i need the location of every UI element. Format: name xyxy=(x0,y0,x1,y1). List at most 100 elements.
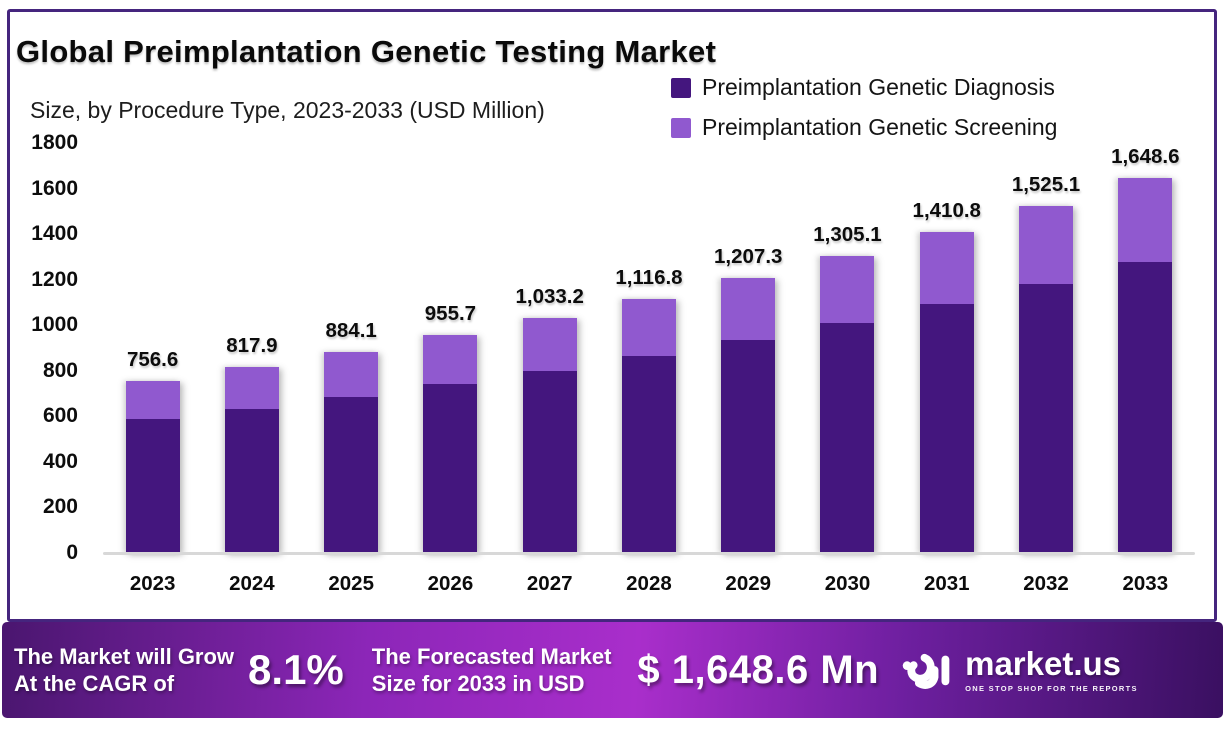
bar-total-label: 1,305.1 xyxy=(813,222,882,246)
legend-label-diagnosis: Preimplantation Genetic Diagnosis xyxy=(702,74,1055,100)
y-axis-tick-label: 400 xyxy=(42,449,78,473)
bar-group-2032: 1,525.1 xyxy=(996,143,1095,553)
x-axis-label: 2030 xyxy=(824,572,871,595)
bar-segment-diagnosis xyxy=(324,396,379,553)
bar-segment-diagnosis xyxy=(125,419,180,553)
legend-item-screening: Preimplantation Genetic Screening xyxy=(671,114,1057,141)
bar-stack xyxy=(324,351,379,553)
brand-tagline: ONE STOP SHOP FOR THE REPORTS xyxy=(965,684,1138,693)
x-axis-label: 2024 xyxy=(229,572,275,595)
bar-group-2023: 756.6 xyxy=(103,143,202,553)
bar-segment-screening xyxy=(820,255,875,323)
bar-segment-screening xyxy=(423,335,478,385)
forecast-label-line1: The Forecasted Market xyxy=(371,644,612,669)
bar-segment-diagnosis xyxy=(522,370,577,553)
x-axis-label: 2026 xyxy=(427,572,474,595)
bar-segment-screening xyxy=(522,317,577,371)
bar-total-label: 756.6 xyxy=(126,347,179,371)
marketus-logo-icon xyxy=(902,653,950,689)
bar-total-label: 817.9 xyxy=(226,333,278,357)
page-title: Global Preimplantation Genetic Testing M… xyxy=(16,34,717,69)
bar-stack xyxy=(820,255,875,553)
bar-stack xyxy=(919,231,974,553)
x-axis-label: 2025 xyxy=(328,572,374,595)
bar-total-label: 1,525.1 xyxy=(1011,172,1081,196)
x-axis-line xyxy=(103,552,1195,555)
y-axis-tick-label: 0 xyxy=(66,541,78,564)
x-axis: 2023 2024 2025 2026 2027 2028 2029 2030 2031 2032… xyxy=(103,572,1195,596)
bar-total-label: 1,207.3 xyxy=(714,245,783,269)
bar-segment-screening xyxy=(1019,205,1074,284)
plot-area: 756.6 817.9 884.1 955.7 1,033.2 1,116.8 1,207.… xyxy=(103,143,1195,553)
bar-stack xyxy=(1118,177,1173,553)
chart-legend: Preimplantation Genetic Diagnosis Preimp… xyxy=(671,74,1057,141)
y-axis-tick-label: 1200 xyxy=(31,267,78,291)
bar-stack xyxy=(224,366,279,553)
forecast-label: The Forecasted Market Size for 2033 in U… xyxy=(372,643,612,697)
bar-group-2030: 1,305.1 xyxy=(798,143,897,553)
bar-stack xyxy=(423,335,478,553)
bar-segment-screening xyxy=(919,231,974,304)
x-axis-label: 2033 xyxy=(1122,572,1169,595)
brand-text: market.us ONE STOP SHOP FOR THE REPORTS xyxy=(965,647,1138,693)
bar-stack xyxy=(1019,205,1074,553)
y-axis-tick-label: 1400 xyxy=(31,222,78,246)
cagr-label-line1: The Market will Grow xyxy=(14,644,235,669)
bar-segment-diagnosis xyxy=(224,408,279,553)
bar-stack xyxy=(721,278,776,553)
bar-segment-diagnosis xyxy=(721,339,776,553)
bar-segment-screening xyxy=(324,351,379,397)
brand-logo: market.us ONE STOP SHOP FOR THE REPORTS xyxy=(901,646,1138,694)
x-axis-label: 2029 xyxy=(725,572,772,595)
bar-total-label: 1,116.8 xyxy=(615,265,683,289)
bar-group-2025: 884.1 xyxy=(302,143,401,553)
bar-segment-screening xyxy=(621,298,676,356)
y-axis-tick-label: 1600 xyxy=(31,176,78,200)
bar-group-2026: 955.7 xyxy=(401,143,500,553)
bar-group-2027: 1,033.2 xyxy=(500,143,599,553)
legend-swatch-diagnosis-icon xyxy=(671,77,691,98)
bar-stack xyxy=(125,380,180,553)
y-axis-tick-label: 800 xyxy=(42,358,78,382)
bar-group-2031: 1,410.8 xyxy=(897,143,996,553)
bar-total-label: 1,033.2 xyxy=(515,284,584,308)
y-axis-tick-label: 1800 xyxy=(31,131,78,154)
y-axis-tick-label: 1000 xyxy=(31,313,78,337)
legend-swatch-screening-icon xyxy=(671,117,691,138)
y-axis: 1800 1600 1400 1200 1000 800 600 400 200 0 xyxy=(10,131,78,564)
bar-segment-diagnosis xyxy=(423,384,478,553)
bar-total-label: 1,648.6 xyxy=(1111,144,1180,168)
bar-group-2024: 817.9 xyxy=(202,143,301,553)
legend-label-screening: Preimplantation Genetic Screening xyxy=(702,114,1058,140)
bar-stack xyxy=(522,317,577,553)
x-axis-label: 2028 xyxy=(626,572,672,595)
bar-group-2033: 1,648.6 xyxy=(1096,143,1195,553)
bar-segment-screening xyxy=(224,366,279,409)
brand-name: market.us xyxy=(965,645,1122,682)
x-axis-label: 2027 xyxy=(526,572,573,595)
page-subtitle: Size, by Procedure Type, 2023-2033 (USD … xyxy=(30,97,545,123)
bar-group-2029: 1,207.3 xyxy=(699,143,798,553)
bar-segment-diagnosis xyxy=(919,303,974,553)
chart-card xyxy=(7,9,1217,622)
y-axis-tick-label: 600 xyxy=(42,404,78,428)
legend-item-diagnosis: Preimplantation Genetic Diagnosis xyxy=(671,74,1057,101)
bar-total-label: 955.7 xyxy=(424,302,477,326)
x-axis-label: 2023 xyxy=(129,572,176,595)
bar-stack xyxy=(621,298,676,553)
forecast-value: $ 1,648.6 Mn xyxy=(637,647,880,692)
bar-segment-screening xyxy=(721,278,776,340)
bar-segment-screening xyxy=(1118,177,1173,262)
y-axis-tick-label: 200 xyxy=(42,495,78,519)
bar-segment-diagnosis xyxy=(1118,261,1173,553)
bar-segment-screening xyxy=(125,380,180,420)
bar-total-label: 1,410.8 xyxy=(912,198,981,222)
x-axis-label: 2032 xyxy=(1023,572,1069,595)
cagr-value: 8.1% xyxy=(248,646,344,693)
bar-segment-diagnosis xyxy=(621,355,676,553)
bar-segment-diagnosis xyxy=(820,322,875,553)
forecast-label-line2: Size for 2033 in USD xyxy=(371,671,585,696)
bar-segment-diagnosis xyxy=(1019,283,1074,553)
cagr-label-line2: At the CAGR of xyxy=(14,671,175,696)
